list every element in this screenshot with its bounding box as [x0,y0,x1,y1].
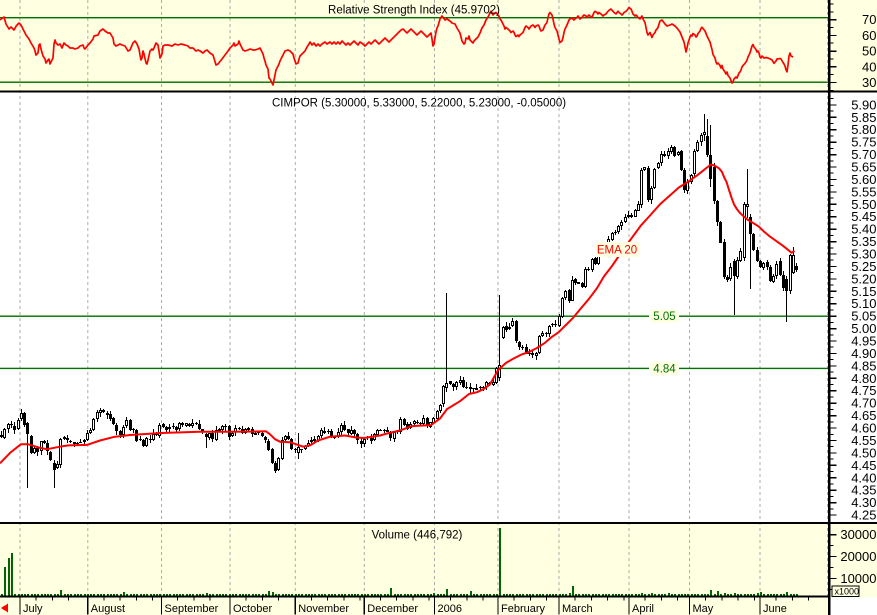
svg-text:4.40: 4.40 [851,470,876,485]
svg-text:April: April [632,603,654,615]
svg-text:5.45: 5.45 [851,209,876,224]
svg-text:5.50: 5.50 [851,197,876,212]
svg-text:4.25: 4.25 [851,508,876,523]
svg-text:4.90: 4.90 [851,346,876,361]
svg-text:5.30: 5.30 [851,247,876,262]
svg-text:5.70: 5.70 [851,147,876,162]
svg-text:Volume (446,792): Volume (446,792) [372,530,463,542]
svg-text:5.20: 5.20 [851,271,876,286]
svg-text:4.55: 4.55 [851,433,876,448]
svg-text:CIMPOR (5.30000, 5.33000, 5.22: CIMPOR (5.30000, 5.33000, 5.22000, 5.230… [272,98,566,110]
svg-text:4.84: 4.84 [653,363,676,375]
svg-text:30000: 30000 [840,527,876,542]
svg-text:5.75: 5.75 [851,135,876,150]
svg-text:July: July [23,603,43,615]
svg-text:4.45: 4.45 [851,458,876,473]
svg-text:4.50: 4.50 [851,445,876,460]
svg-text:70: 70 [862,12,876,27]
svg-text:10000: 10000 [840,571,876,586]
svg-text:50: 50 [862,44,876,59]
svg-text:5.65: 5.65 [851,160,876,175]
svg-text:August: August [91,603,125,615]
svg-text:March: March [562,603,593,615]
svg-text:60: 60 [862,28,876,43]
svg-text:5.15: 5.15 [851,284,876,299]
svg-text:June: June [763,603,787,615]
svg-text:x1000: x1000 [835,586,860,596]
svg-text:5.10: 5.10 [851,296,876,311]
svg-text:October: October [233,603,272,615]
svg-text:4.70: 4.70 [851,396,876,411]
svg-text:4.75: 4.75 [851,383,876,398]
svg-text:4.85: 4.85 [851,358,876,373]
svg-text:5.05: 5.05 [851,309,876,324]
svg-text:5.40: 5.40 [851,222,876,237]
svg-text:December: December [367,603,418,615]
svg-text:5.60: 5.60 [851,172,876,187]
svg-text:4.95: 4.95 [851,334,876,349]
svg-text:5.35: 5.35 [851,234,876,249]
svg-text:30: 30 [862,75,876,90]
svg-text:November: November [298,603,349,615]
svg-text:5.80: 5.80 [851,122,876,137]
svg-text:4.35: 4.35 [851,483,876,498]
svg-text:4.80: 4.80 [851,371,876,386]
svg-text:5.90: 5.90 [851,97,876,112]
svg-text:5.05: 5.05 [653,311,675,323]
svg-text:4.30: 4.30 [851,495,876,510]
svg-text:5.25: 5.25 [851,259,876,274]
svg-text:EMA 20: EMA 20 [597,245,637,257]
svg-text:September: September [165,603,219,615]
svg-text:4.60: 4.60 [851,421,876,436]
svg-text:Relative Strength Index (45.97: Relative Strength Index (45.9702) [328,5,500,17]
svg-text:5.00: 5.00 [851,321,876,336]
svg-text:5.85: 5.85 [851,110,876,125]
svg-text:February: February [501,603,546,615]
svg-text:May: May [693,603,714,615]
svg-text:2006: 2006 [438,603,462,615]
svg-text:20000: 20000 [840,549,876,564]
svg-text:40: 40 [862,59,876,74]
svg-text:4.65: 4.65 [851,408,876,423]
svg-text:5.55: 5.55 [851,184,876,199]
